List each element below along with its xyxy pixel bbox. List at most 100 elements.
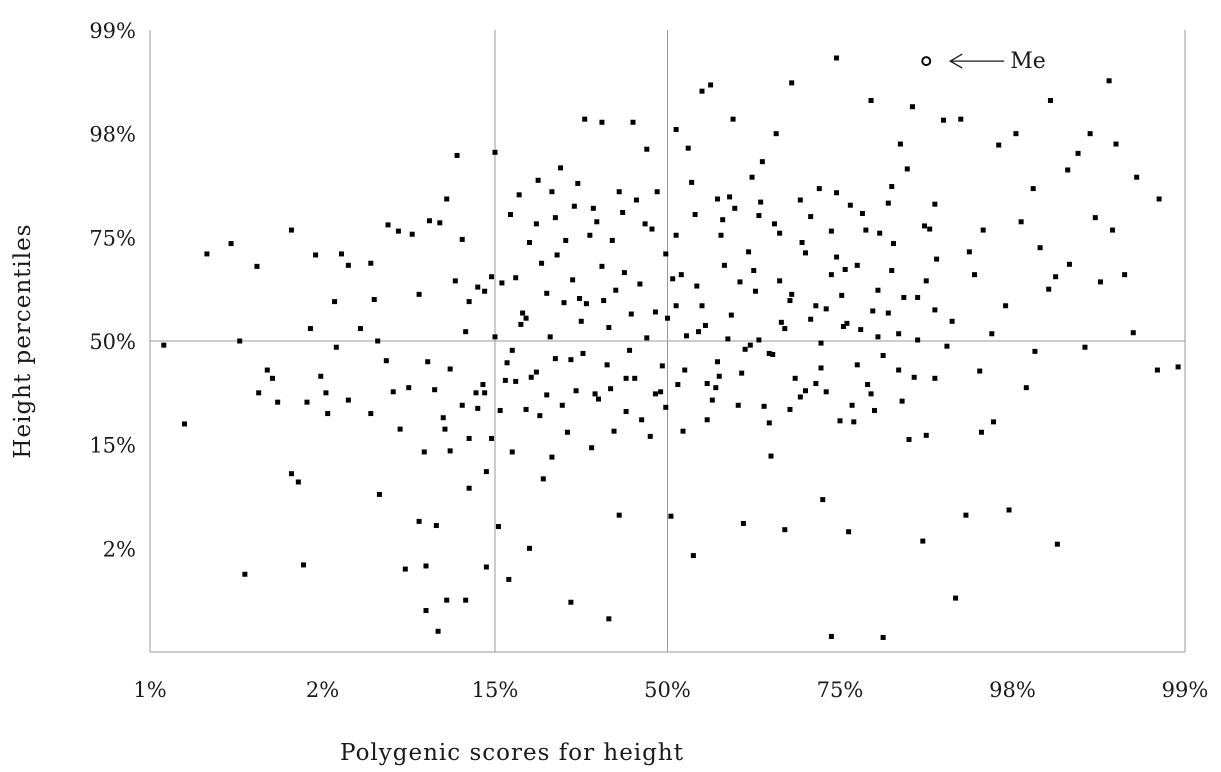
data-point [808, 214, 814, 220]
data-point [1046, 286, 1052, 292]
data-point [483, 564, 489, 570]
data-point [696, 329, 702, 335]
data-point [594, 219, 600, 225]
data-point [570, 277, 576, 283]
data-point [875, 334, 881, 340]
data-point [475, 405, 481, 411]
data-point [742, 346, 748, 352]
data-point [242, 571, 248, 577]
data-point [489, 435, 495, 441]
data-point [497, 407, 503, 413]
data-point [383, 358, 389, 364]
data-point [727, 194, 733, 200]
data-point [823, 306, 829, 312]
data-point [509, 449, 515, 455]
data-point [528, 374, 534, 380]
data-point [295, 479, 301, 485]
y-tick-label: 98% [89, 123, 136, 147]
data-point [589, 445, 595, 451]
data-point [539, 260, 545, 266]
reference-lines [149, 30, 1186, 653]
data-point [849, 402, 855, 408]
data-point [896, 367, 902, 373]
data-point [668, 513, 674, 519]
data-point [627, 347, 633, 353]
data-point [837, 418, 843, 424]
data-point [447, 366, 453, 372]
data-point [499, 280, 505, 286]
data-point [652, 309, 658, 315]
data-point [608, 386, 614, 392]
data-point [580, 350, 586, 356]
data-point [425, 359, 431, 365]
data-point [558, 165, 564, 171]
data-point [747, 342, 753, 348]
data-point [368, 260, 374, 266]
data-point [1122, 272, 1128, 278]
data-point [371, 297, 377, 303]
data-point [1006, 507, 1012, 513]
data-point [647, 433, 653, 439]
data-point [596, 396, 601, 402]
data-point [663, 251, 669, 257]
data-point [318, 373, 324, 379]
data-point [466, 299, 472, 305]
data-point [1110, 227, 1116, 233]
data-point [1053, 274, 1059, 280]
x-tick-label: 2% [306, 678, 339, 702]
data-point [1075, 150, 1081, 156]
data-point [630, 119, 636, 125]
data-point [628, 311, 634, 317]
data-point [338, 251, 344, 257]
data-point [659, 363, 665, 369]
data-point [406, 385, 412, 391]
data-point [623, 408, 629, 414]
data-point [606, 325, 612, 331]
data-point [1066, 261, 1072, 267]
data-point [161, 342, 167, 348]
data-point [1054, 541, 1060, 547]
data-point [1047, 97, 1053, 103]
data-point [459, 236, 465, 242]
data-point [561, 300, 567, 306]
data-point [730, 116, 736, 122]
data-point [752, 288, 758, 294]
data-point [644, 146, 650, 152]
data-point [980, 227, 986, 233]
data-point [872, 407, 877, 413]
data-point [828, 272, 834, 278]
data-point [823, 389, 829, 395]
data-point [665, 315, 670, 321]
data-point [828, 228, 834, 234]
data-point [269, 375, 275, 381]
data-point [890, 241, 896, 247]
data-point [513, 275, 519, 281]
data-point [699, 88, 705, 94]
data-point [621, 270, 627, 276]
data-point [770, 351, 776, 357]
data-point [847, 202, 853, 208]
data-point [885, 310, 891, 316]
data-point [715, 196, 721, 202]
data-point [549, 189, 555, 195]
data-point [865, 382, 871, 388]
data-point [606, 616, 612, 622]
data-point [437, 220, 443, 226]
data-point [1018, 219, 1024, 225]
data-point [756, 337, 762, 343]
data-point [932, 375, 938, 381]
data-point [433, 523, 439, 529]
data-point [592, 391, 598, 397]
data-point [690, 553, 696, 559]
data-point [508, 212, 514, 218]
data-point [1130, 330, 1136, 336]
data-point [644, 335, 650, 341]
data-point [844, 320, 850, 326]
data-point [1037, 245, 1043, 251]
data-point [409, 231, 415, 237]
data-point [787, 406, 793, 412]
data-point [516, 192, 522, 198]
data-point [432, 387, 438, 393]
x-tick-label: 98% [989, 678, 1036, 702]
